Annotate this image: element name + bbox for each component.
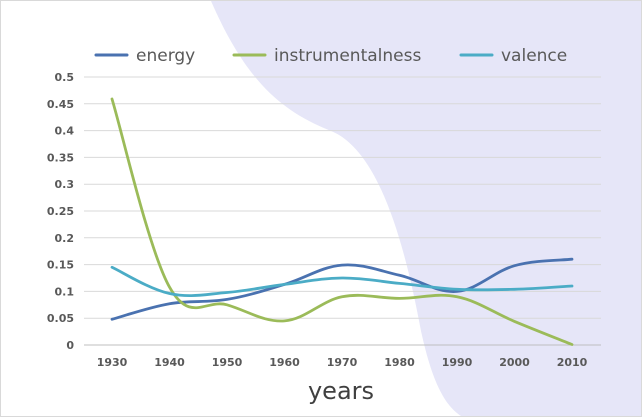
series-lines	[110, 97, 574, 346]
x-tick-label: 1950	[212, 356, 243, 369]
legend-label-energy: energy	[136, 46, 195, 66]
y-tick-label: 0.45	[47, 98, 74, 111]
x-tick-label: 1980	[384, 356, 415, 369]
x-axis-title: years	[308, 377, 374, 405]
x-tick-label: 2000	[499, 356, 530, 369]
x-tick-label: 1960	[269, 356, 300, 369]
x-tick-label: 1990	[442, 356, 473, 369]
y-axis-ticks: 0 0.05 0.1 0.15 0.2 0.25 0.3 0.35 0.4 0.45 0.5	[47, 71, 74, 352]
y-tick-label: 0.1	[55, 285, 75, 298]
series-line-instrumentalness	[110, 97, 574, 346]
x-tick-label: 1940	[154, 356, 185, 369]
x-tick-label: 2010	[557, 356, 588, 369]
y-tick-label: 0.05	[47, 312, 74, 325]
legend-label-valence: valence	[501, 46, 567, 66]
x-tick-label: 1930	[97, 356, 128, 369]
series-line-valence	[110, 265, 574, 298]
x-tick-label: 1970	[327, 356, 358, 369]
x-axis-ticks: 1930 1940 1950 1960 1970 1980 1990 2000 2010	[97, 356, 588, 369]
y-tick-label: 0.25	[47, 205, 74, 218]
y-tick-label: 0.35	[47, 151, 74, 164]
series-line-energy	[110, 257, 574, 321]
background-shape	[211, 1, 641, 416]
legend: energy instrumentalness valence	[94, 46, 567, 66]
y-tick-label: 0.4	[55, 125, 75, 138]
y-tick-label: 0.5	[55, 71, 75, 84]
legend-label-instrumentalness: instrumentalness	[274, 46, 421, 66]
y-tick-label: 0.2	[55, 232, 75, 245]
y-tick-label: 0.15	[47, 259, 74, 272]
y-tick-label: 0	[66, 339, 74, 352]
y-tick-label: 0.3	[55, 178, 75, 191]
